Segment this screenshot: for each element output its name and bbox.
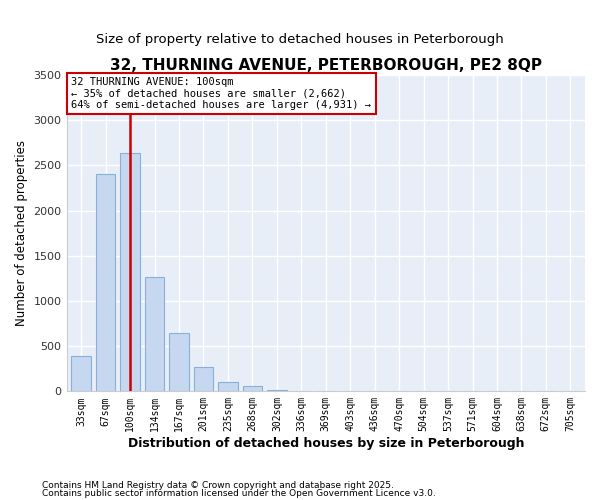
Title: 32, THURNING AVENUE, PETERBOROUGH, PE2 8QP: 32, THURNING AVENUE, PETERBOROUGH, PE2 8…: [110, 58, 542, 72]
Text: 32 THURNING AVENUE: 100sqm
← 35% of detached houses are smaller (2,662)
64% of s: 32 THURNING AVENUE: 100sqm ← 35% of deta…: [71, 77, 371, 110]
Y-axis label: Number of detached properties: Number of detached properties: [15, 140, 28, 326]
Text: Contains HM Land Registry data © Crown copyright and database right 2025.: Contains HM Land Registry data © Crown c…: [42, 481, 394, 490]
Bar: [218, 382, 238, 392]
Bar: [71, 356, 91, 392]
Bar: [194, 367, 213, 392]
Text: Size of property relative to detached houses in Peterborough: Size of property relative to detached ho…: [96, 32, 504, 46]
Text: Contains public sector information licensed under the Open Government Licence v3: Contains public sector information licen…: [42, 488, 436, 498]
Bar: [242, 386, 262, 392]
Bar: [267, 390, 287, 392]
X-axis label: Distribution of detached houses by size in Peterborough: Distribution of detached houses by size …: [128, 437, 524, 450]
Bar: [145, 278, 164, 392]
Bar: [96, 174, 115, 392]
Bar: [121, 153, 140, 392]
Bar: [169, 334, 189, 392]
